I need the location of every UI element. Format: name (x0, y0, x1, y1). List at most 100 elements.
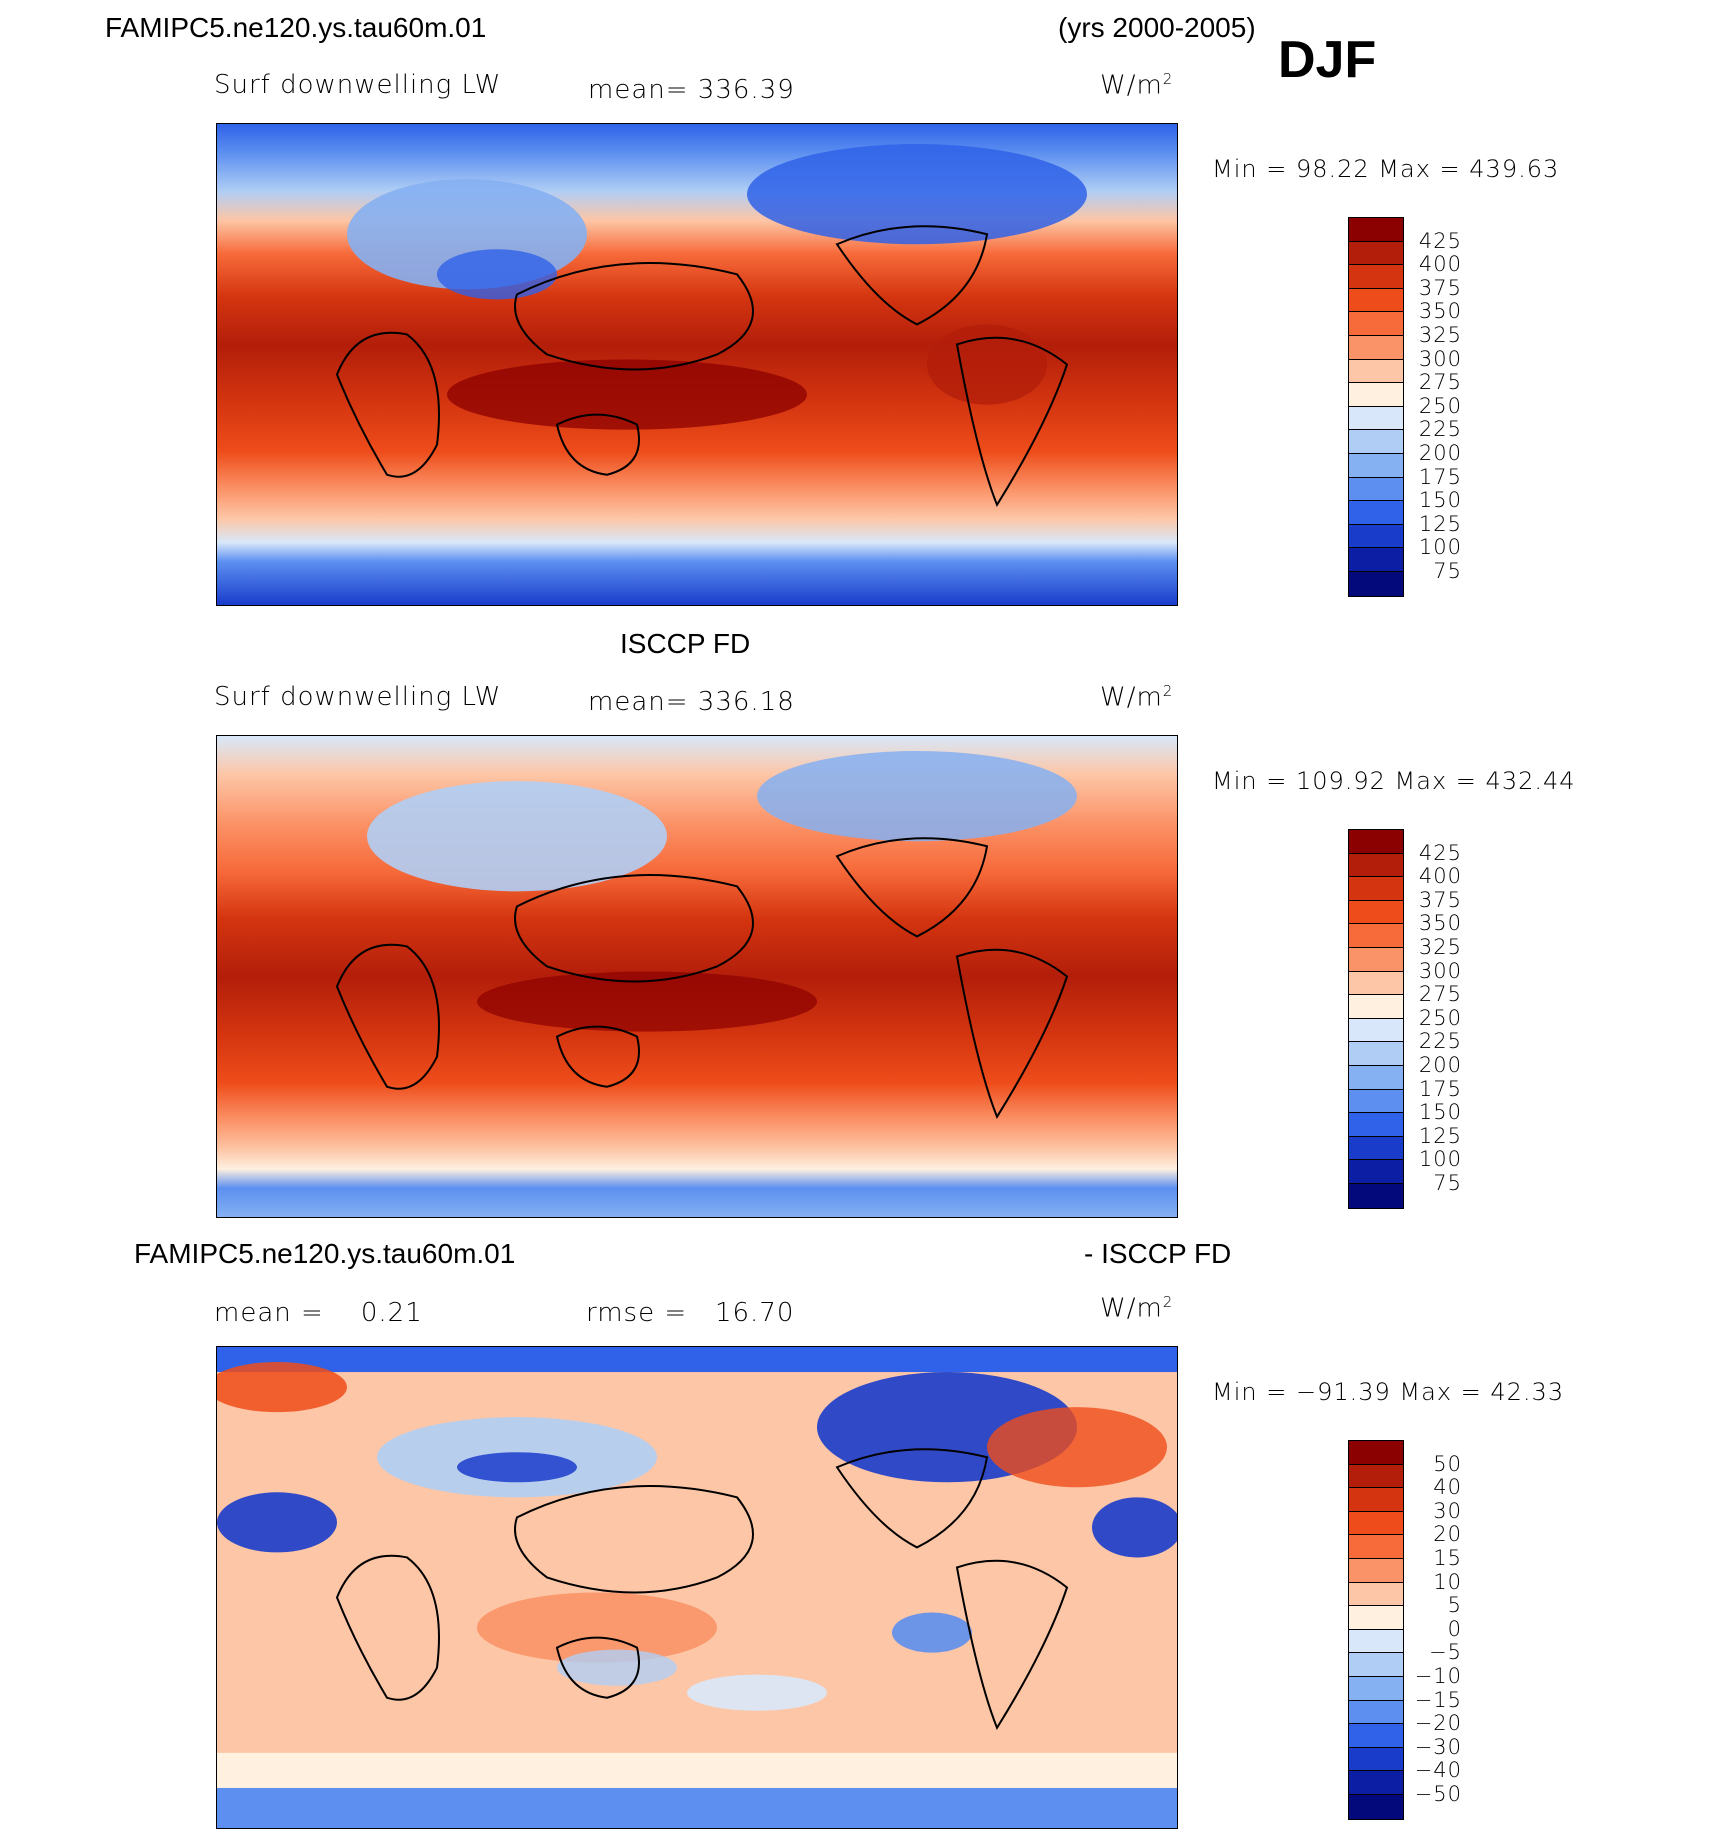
colorbar-tick-label: 275 (1418, 370, 1462, 395)
colorbar-swatch (1349, 1441, 1403, 1465)
panel3-header-right: - ISCCP FD (1084, 1238, 1232, 1269)
panel3-units-text: W/m (1100, 1293, 1163, 1324)
colorbar-tick-label: 400 (1418, 252, 1462, 277)
colorbar-swatch (1349, 1629, 1403, 1654)
colorbar-swatch (1349, 335, 1403, 360)
season-label: DJF (1278, 31, 1377, 89)
colorbar-swatch (1349, 1183, 1403, 1208)
colorbar-swatch (1349, 241, 1403, 266)
panel2-mean: mean= 336.18 (588, 687, 795, 717)
colorbar-tick-label: 75 (1433, 1171, 1462, 1195)
panel2-header: ISCCP FD (620, 628, 751, 659)
colorbar-tick-label: −40 (1414, 1758, 1462, 1783)
colorbar-tick-label: 225 (1418, 417, 1462, 442)
colorbar-tick-label: −10 (1414, 1664, 1462, 1688)
colorbar-swatch (1349, 1771, 1403, 1795)
colorbar-tick-label: 20 (1433, 1522, 1462, 1547)
colorbar-swatch (1349, 1089, 1403, 1114)
panel2-units-sup: 2 (1162, 682, 1174, 700)
colorbar-tick-label: 10 (1433, 1569, 1462, 1594)
colorbar-tick-label: 200 (1418, 1053, 1462, 1077)
colorbar-swatch (1349, 1511, 1403, 1536)
panel1-map-svg (217, 124, 1177, 605)
colorbar-tick-label: 125 (1418, 1123, 1462, 1148)
colorbar-swatch (1349, 477, 1403, 502)
colorbar-tick-label: 375 (1418, 275, 1462, 300)
colorbar-tick-label: 375 (1418, 887, 1462, 912)
colorbar-tick-label: 425 (1418, 228, 1462, 253)
colorbar-swatch (1349, 1700, 1403, 1725)
colorbar-tick-label: 425 (1418, 840, 1462, 865)
panel1-units: W/m2 (1100, 70, 1173, 101)
panel3-header-left: FAMIPC5.ne120.ys.tau60m.01 (134, 1238, 516, 1269)
panel2-variable-title: Surf downwelling LW (214, 682, 502, 712)
colorbar-tick-label: 400 (1418, 864, 1462, 889)
colorbar-swatch (1349, 312, 1403, 336)
colorbar-swatch (1349, 571, 1403, 596)
colorbar-swatch (1349, 1724, 1403, 1748)
colorbar-swatch (1349, 1653, 1403, 1677)
colorbar-swatch (1349, 971, 1403, 996)
panel2-units-text: W/m (1100, 682, 1163, 713)
panel3-colorbar (1348, 1440, 1404, 1820)
panel2-map-svg (217, 736, 1177, 1217)
panel1-mean-value: 336.39 (697, 75, 795, 105)
colorbar-swatch (1349, 1794, 1403, 1819)
panel1-map (216, 123, 1178, 606)
panel1-mean: mean= 336.39 (588, 75, 795, 105)
panel2-minmax: Min = 109.92 Max = 432.44 (1212, 767, 1576, 795)
colorbar-swatch (1349, 1018, 1403, 1043)
colorbar-swatch (1349, 524, 1403, 549)
panel1-variable-title: Surf downwelling LW (214, 70, 502, 100)
colorbar-tick-label: 225 (1418, 1029, 1462, 1054)
colorbar-swatch (1349, 1160, 1403, 1184)
colorbar-swatch (1349, 1582, 1403, 1607)
colorbar-swatch (1349, 1747, 1403, 1772)
panel1-units-sup: 2 (1162, 70, 1174, 88)
colorbar-tick-label: 175 (1418, 464, 1462, 489)
colorbar-tick-label: 350 (1418, 299, 1462, 324)
colorbar-swatch (1349, 1042, 1403, 1066)
panel1-minmax: Min = 98.22 Max = 439.63 (1212, 155, 1560, 183)
colorbar-tick-label: 100 (1418, 535, 1462, 560)
panel3-map-svg (217, 1347, 1177, 1828)
panel1-mean-label: mean= (588, 75, 689, 105)
colorbar-tick-label: 50 (1433, 1451, 1462, 1476)
colorbar-tick-label: −50 (1414, 1782, 1462, 1806)
colorbar-swatch (1349, 853, 1403, 878)
colorbar-swatch (1349, 288, 1403, 313)
colorbar-swatch (1349, 430, 1403, 454)
colorbar-swatch (1349, 995, 1403, 1019)
colorbar-swatch (1349, 900, 1403, 925)
colorbar-swatch (1349, 1535, 1403, 1559)
panel3-rmse-value: 16.70 (714, 1298, 795, 1328)
colorbar-tick-label: 75 (1433, 559, 1462, 583)
colorbar-swatch (1349, 877, 1403, 901)
colorbar-swatch (1349, 359, 1403, 384)
case-title: FAMIPC5.ne120.ys.tau60m.01 (105, 12, 487, 43)
colorbar-tick-label: −30 (1414, 1734, 1462, 1759)
panel1-units-text: W/m (1100, 70, 1163, 101)
colorbar-tick-label: 275 (1418, 982, 1462, 1007)
colorbar-swatch (1349, 453, 1403, 478)
colorbar-swatch (1349, 265, 1403, 289)
panel2-map (216, 735, 1178, 1218)
colorbar-swatch (1349, 947, 1403, 972)
colorbar-tick-label: 325 (1418, 935, 1462, 959)
colorbar-tick-label: 325 (1418, 323, 1462, 347)
colorbar-tick-label: 300 (1418, 346, 1462, 371)
colorbar-swatch (1349, 924, 1403, 948)
colorbar-swatch (1349, 1488, 1403, 1512)
panel3-map (216, 1346, 1178, 1829)
colorbar-swatch (1349, 1113, 1403, 1137)
colorbar-tick-label: −15 (1414, 1687, 1462, 1712)
colorbar-tick-label: 150 (1418, 1100, 1462, 1125)
colorbar-tick-label: 250 (1418, 393, 1462, 418)
panel2-units: W/m2 (1100, 682, 1173, 713)
panel3-mean-value: 0.21 (360, 1298, 423, 1328)
colorbar-tick-label: 40 (1433, 1475, 1462, 1500)
panel3-units: W/m2 (1100, 1293, 1173, 1324)
colorbar-tick-label: 5 (1447, 1593, 1462, 1618)
colorbar-swatch (1349, 218, 1403, 242)
years-label: (yrs 2000-2005) (1058, 12, 1256, 43)
